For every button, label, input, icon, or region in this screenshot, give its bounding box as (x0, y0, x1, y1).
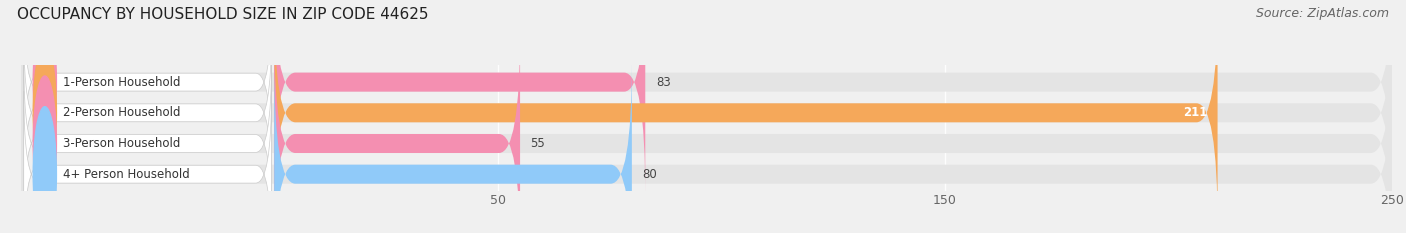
FancyBboxPatch shape (24, 60, 271, 227)
Circle shape (34, 45, 56, 180)
FancyBboxPatch shape (274, 61, 631, 233)
Circle shape (34, 15, 56, 150)
FancyBboxPatch shape (21, 61, 1392, 233)
FancyBboxPatch shape (274, 0, 645, 195)
Text: 80: 80 (643, 168, 657, 181)
FancyBboxPatch shape (274, 0, 1218, 226)
Circle shape (34, 107, 56, 233)
FancyBboxPatch shape (24, 30, 271, 196)
Text: 211: 211 (1182, 106, 1206, 119)
Text: 4+ Person Household: 4+ Person Household (63, 168, 190, 181)
Text: 2-Person Household: 2-Person Household (63, 106, 181, 119)
FancyBboxPatch shape (24, 91, 271, 233)
FancyBboxPatch shape (21, 0, 1392, 226)
FancyBboxPatch shape (24, 0, 271, 165)
FancyBboxPatch shape (274, 30, 520, 233)
Text: 3-Person Household: 3-Person Household (63, 137, 180, 150)
Text: 83: 83 (655, 76, 671, 89)
Text: OCCUPANCY BY HOUSEHOLD SIZE IN ZIP CODE 44625: OCCUPANCY BY HOUSEHOLD SIZE IN ZIP CODE … (17, 7, 429, 22)
FancyBboxPatch shape (21, 0, 1392, 195)
FancyBboxPatch shape (21, 30, 1392, 233)
Circle shape (34, 76, 56, 211)
Text: 55: 55 (530, 137, 546, 150)
Text: 1-Person Household: 1-Person Household (63, 76, 181, 89)
Text: Source: ZipAtlas.com: Source: ZipAtlas.com (1256, 7, 1389, 20)
